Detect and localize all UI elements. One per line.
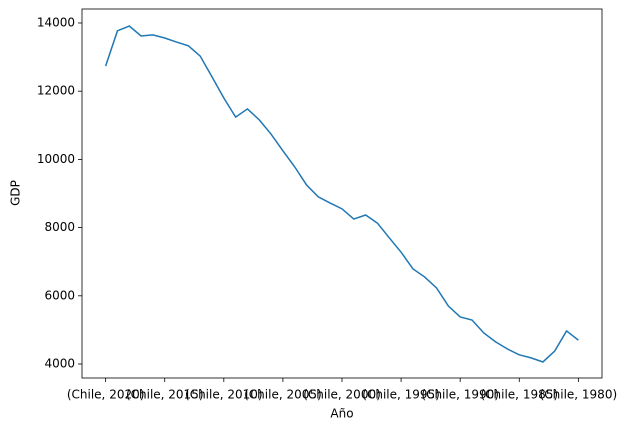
x-tick-label: (Chile, 2015)	[126, 388, 204, 402]
y-tick-label: 12000	[37, 84, 75, 98]
x-tick-label: (Chile, 1990)	[421, 388, 499, 402]
y-tick-label: 14000	[37, 15, 75, 29]
y-tick-label: 4000	[44, 357, 75, 371]
x-tick-label: (Chile, 2010)	[185, 388, 263, 402]
y-tick-label: 8000	[44, 220, 75, 234]
x-tick-label: (Chile, 2020)	[67, 388, 145, 402]
line-series	[104, 25, 579, 363]
y-axis-label: GDP	[9, 180, 23, 206]
x-tick-label: (Chile, 1995)	[362, 388, 440, 402]
plot-frame	[81, 8, 603, 379]
x-tick-label: (Chile, 2000)	[303, 388, 381, 402]
x-tick-label: (Chile, 2005)	[244, 388, 322, 402]
y-tick-label: 10000	[37, 152, 75, 166]
y-tick-label: 6000	[44, 288, 75, 302]
x-tick-label: (Chile, 1980)	[540, 388, 618, 402]
x-axis-label: Año	[330, 407, 353, 421]
x-tick-label: (Chile, 1985)	[480, 388, 558, 402]
